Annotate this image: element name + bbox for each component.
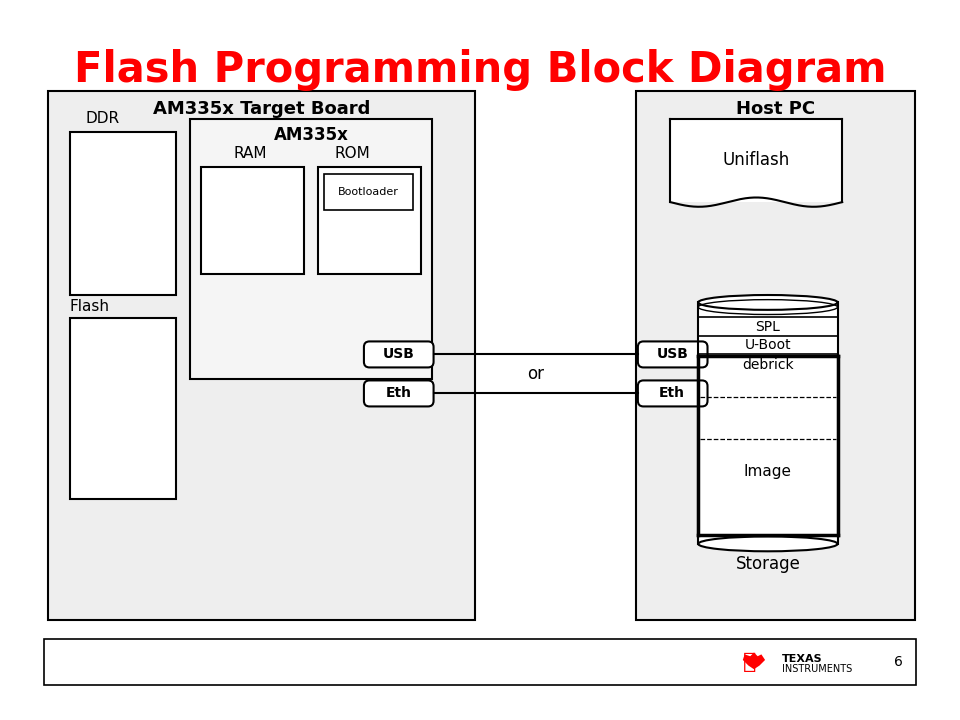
Text: INSTRUMENTS: INSTRUMENTS bbox=[781, 665, 852, 674]
Text: Flash: Flash bbox=[69, 299, 109, 314]
Ellipse shape bbox=[698, 536, 837, 552]
Polygon shape bbox=[743, 652, 765, 669]
Bar bbox=[48, 91, 475, 620]
Text: USB: USB bbox=[657, 348, 688, 361]
Text: 6: 6 bbox=[894, 654, 902, 669]
Text: RAM: RAM bbox=[234, 146, 268, 161]
Text: ROM: ROM bbox=[335, 146, 371, 161]
Text: ⬛: ⬛ bbox=[743, 652, 756, 672]
Bar bbox=[670, 119, 842, 202]
Bar bbox=[324, 174, 413, 210]
Text: Bootloader: Bootloader bbox=[338, 187, 399, 197]
Bar bbox=[190, 119, 432, 379]
Text: AM335x Target Board: AM335x Target Board bbox=[153, 100, 371, 118]
FancyBboxPatch shape bbox=[637, 380, 708, 406]
Text: USB: USB bbox=[382, 348, 414, 361]
Text: TEXAS: TEXAS bbox=[781, 654, 823, 664]
Bar bbox=[698, 302, 837, 544]
Bar bbox=[636, 91, 915, 620]
Text: Host PC: Host PC bbox=[735, 100, 815, 118]
Bar bbox=[43, 639, 917, 685]
FancyBboxPatch shape bbox=[364, 380, 434, 406]
Text: Storage: Storage bbox=[735, 555, 801, 573]
FancyBboxPatch shape bbox=[364, 341, 434, 367]
Text: Eth: Eth bbox=[660, 387, 685, 400]
Ellipse shape bbox=[698, 295, 837, 310]
Text: Flash Programming Block Diagram: Flash Programming Block Diagram bbox=[74, 49, 886, 91]
Text: DDR: DDR bbox=[85, 111, 119, 126]
Bar bbox=[202, 167, 303, 274]
Text: Eth: Eth bbox=[385, 387, 411, 400]
Bar bbox=[69, 132, 177, 295]
Text: Uniflash: Uniflash bbox=[723, 151, 790, 169]
Text: U-Boot: U-Boot bbox=[745, 338, 791, 352]
FancyBboxPatch shape bbox=[637, 341, 708, 367]
Text: debrick: debrick bbox=[742, 358, 794, 372]
Text: Image: Image bbox=[744, 464, 792, 479]
Text: AM335x: AM335x bbox=[274, 126, 348, 144]
Bar bbox=[319, 167, 420, 274]
Text: SPL: SPL bbox=[756, 320, 780, 333]
Bar bbox=[69, 318, 177, 499]
Text: or: or bbox=[527, 365, 544, 383]
